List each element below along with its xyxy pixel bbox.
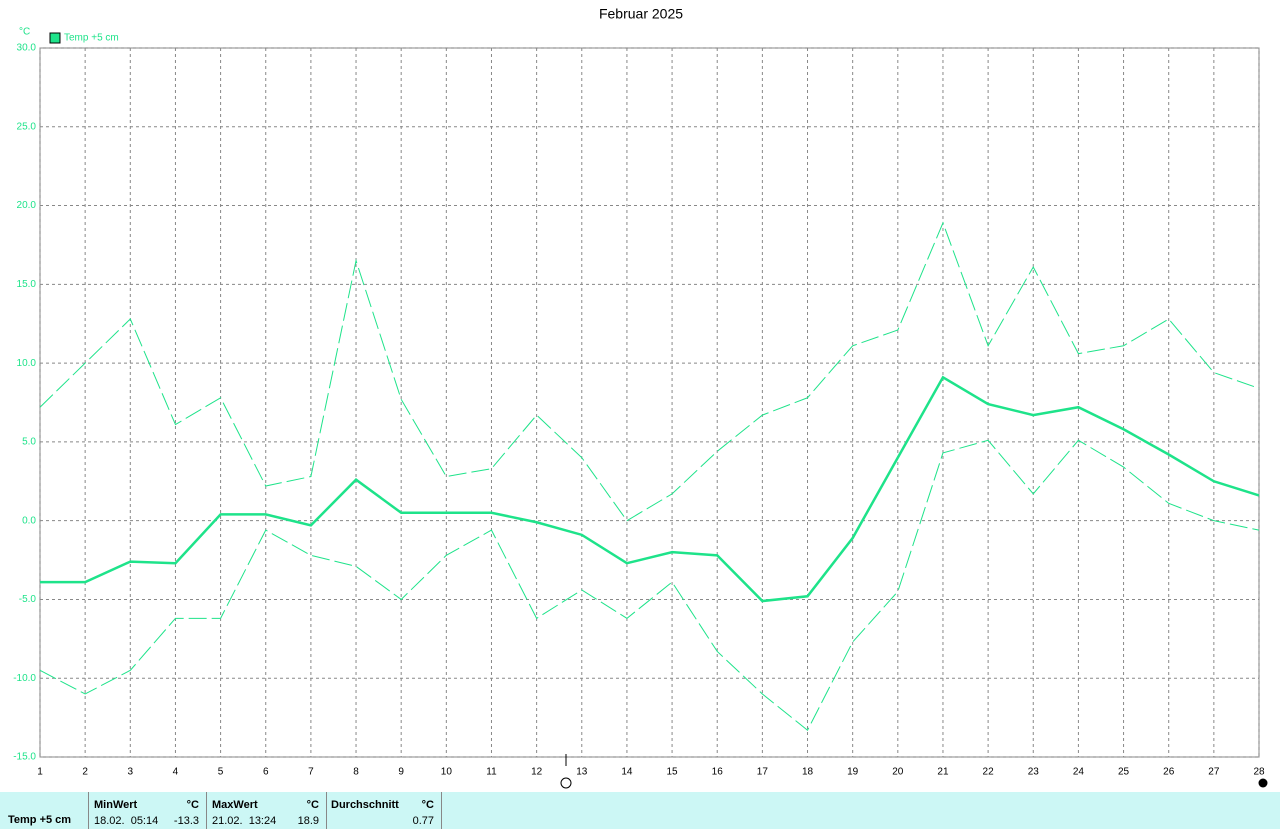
summary-table: Temp +5 cm MinWert °C 18.02. 05:14 -13.3 Max… — [0, 792, 1280, 829]
x-tick-label: 18 — [802, 767, 814, 778]
column-header: MaxWert — [212, 799, 258, 811]
x-tick-label: 25 — [1118, 767, 1130, 778]
range-line — [39, 439, 1260, 731]
y-tick-label: -10.0 — [13, 673, 36, 684]
legend-label: Temp +5 cm — [64, 33, 119, 44]
chart: Februar 2025 °C 30.0 25.0 20.0 15.0 10.0 5.0 0… — [13, 6, 1268, 789]
y-tick-label: -15.0 — [13, 752, 36, 763]
separator — [88, 792, 89, 829]
x-tick-label: 8 — [353, 767, 359, 778]
grid — [39, 47, 1260, 758]
y-tick-label: 10.0 — [17, 358, 37, 369]
x-tick-label: 1 — [37, 767, 43, 778]
x-tick-label: 2 — [82, 767, 88, 778]
y-tick-label: 0.0 — [22, 515, 36, 526]
x-tick-label: 20 — [892, 767, 904, 778]
x-tick-label: 17 — [757, 767, 769, 778]
x-tick-label: 9 — [398, 767, 404, 778]
x-tick-label: 6 — [263, 767, 269, 778]
column-value: 18.9 — [297, 815, 319, 827]
column-unit: °C — [186, 799, 199, 811]
y-tick-label: -5.0 — [19, 594, 37, 605]
x-tick-label: 19 — [847, 767, 859, 778]
plot-frame — [39, 47, 1260, 758]
column-unit: °C — [421, 799, 434, 811]
column-time: 21.02. 13:24 — [212, 815, 277, 827]
x-tick-label: 10 — [441, 767, 453, 778]
x-tick-label: 12 — [531, 767, 543, 778]
x-tick-label: 22 — [983, 767, 995, 778]
y-tick-label: 5.0 — [22, 437, 36, 448]
column-header: MinWert — [94, 799, 138, 811]
separator — [206, 792, 207, 829]
x-tick-label: 16 — [712, 767, 724, 778]
chart-title: Februar 2025 — [599, 6, 683, 22]
column-header: Durchschnitt — [331, 799, 399, 811]
x-tick-label: 14 — [621, 767, 633, 778]
x-tick-label: 27 — [1208, 767, 1220, 778]
column-value: 0.77 — [412, 815, 434, 827]
y-tick-label: 15.0 — [17, 279, 37, 290]
x-tick-label: 5 — [218, 767, 224, 778]
range-line — [39, 221, 1260, 522]
marker-circle — [560, 777, 572, 789]
x-tick-label: 11 — [486, 767, 497, 778]
y-tick-label: 25.0 — [17, 121, 37, 132]
x-tick-label: 23 — [1028, 767, 1040, 778]
separator — [441, 792, 442, 829]
x-tick-label: 15 — [667, 767, 679, 778]
summary-series: Temp +5 cm — [8, 814, 72, 826]
column-unit: °C — [306, 799, 319, 811]
column-time: 18.02. 05:14 — [94, 815, 159, 827]
series-line — [40, 375, 1260, 603]
y-unit: °C — [19, 27, 30, 38]
marker-dot — [1258, 778, 1268, 788]
separator — [326, 792, 327, 829]
x-tick-label: 3 — [128, 767, 134, 778]
legend-swatch — [49, 32, 61, 44]
x-tick-label: 13 — [576, 767, 588, 778]
x-tick-label: 26 — [1163, 767, 1175, 778]
column-value: -13.3 — [173, 815, 199, 827]
x-tick-label: 24 — [1073, 767, 1085, 778]
x-tick-label: 28 — [1253, 767, 1265, 778]
x-tick-label: 7 — [308, 767, 314, 778]
y-tick-label: 20.0 — [17, 200, 37, 211]
y-tick-label: 30.0 — [17, 43, 37, 54]
x-tick-label: 4 — [173, 767, 179, 778]
x-tick-label: 21 — [937, 767, 949, 778]
